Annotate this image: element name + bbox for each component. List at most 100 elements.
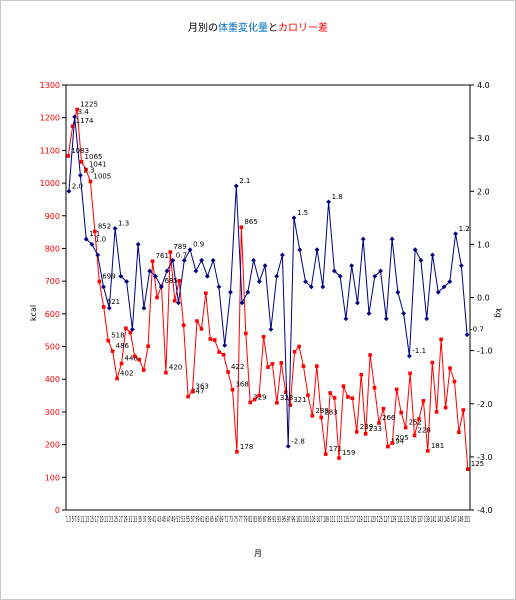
weight-point [464, 332, 470, 338]
calorie-data-label: 266 [382, 414, 396, 422]
calorie-point [235, 450, 239, 454]
calorie-data-label: 125 [471, 460, 484, 468]
calorie-point [457, 430, 461, 434]
calorie-point [248, 400, 253, 405]
calorie-point [252, 397, 257, 402]
weight-point [401, 311, 407, 316]
x-tick-labels: 1 3 5 7 9 11 13 15 17 19 21 23 25 27 29 … [66, 515, 470, 524]
weight-data-label: 0.7 [176, 251, 187, 259]
calorie-point [408, 371, 412, 376]
calorie-data-label: 252 [409, 419, 422, 427]
calorie-data-label: 363 [196, 382, 209, 390]
weight-point [147, 268, 153, 274]
calorie-point [399, 410, 403, 415]
calorie-point [164, 370, 168, 375]
weight-point [164, 268, 170, 274]
weight-point [285, 443, 291, 449]
weight-point [424, 316, 430, 322]
weight-data-label: 1.5 [297, 209, 308, 217]
weight-point [291, 215, 297, 221]
weight-point [274, 273, 280, 279]
calorie-data-label: 402 [120, 370, 133, 378]
axes: 0 100 200 300 400 500 600 700 800 900 1000 1100 1200… [40, 81, 493, 515]
weight-point [337, 273, 343, 279]
calorie-point [70, 124, 75, 128]
weight-point [389, 236, 395, 242]
calorie-point [377, 421, 381, 425]
calorie-point [93, 229, 97, 234]
y-left-tick-label: 600 [45, 310, 60, 319]
title-part1: 体重変化量 [218, 21, 268, 34]
calorie-point [368, 353, 372, 357]
title-joiner: と [268, 22, 278, 34]
calorie-point [88, 179, 93, 184]
y-left-tick-label: 1300 [40, 81, 60, 90]
y-left-tick-label: 1000 [40, 179, 60, 188]
calorie-point [283, 390, 288, 395]
calorie-point [346, 395, 350, 399]
weight-point [118, 273, 124, 279]
calorie-point [199, 327, 204, 331]
calorie-data-label: 347 [191, 388, 204, 396]
calorie-point [141, 368, 146, 372]
weight-point [458, 263, 464, 269]
weight-point [303, 279, 308, 284]
title-prefix: 月別の [188, 22, 218, 34]
calorie-data-label: 685 [164, 277, 177, 285]
calorie-point [394, 387, 399, 392]
weight-point [101, 284, 106, 290]
calorie-point [186, 394, 190, 399]
calorie-point [452, 379, 457, 384]
weight-point [95, 252, 101, 258]
weight-data-label: -0.7 [470, 326, 484, 334]
weight-point [222, 342, 228, 348]
calorie-point [133, 354, 137, 359]
weight-point [331, 268, 337, 274]
y-left-tick-label: 500 [45, 343, 60, 352]
calorie-point [128, 330, 133, 335]
title-part2: カロリー差 [278, 21, 328, 34]
calorie-data-label: 205 [395, 434, 408, 442]
calorie-point [315, 364, 319, 368]
calorie-point [181, 323, 186, 328]
weight-point [245, 289, 251, 295]
calorie-point [461, 408, 466, 412]
calorie-point [448, 366, 452, 370]
calorie-point [97, 279, 102, 284]
y-right-tick-label: 2.0 [477, 187, 490, 196]
weight-data-label: 0.9 [193, 241, 204, 249]
calorie-point [168, 250, 173, 254]
weight-point [153, 273, 158, 279]
weight-data-label: 2.0 [72, 182, 83, 190]
y-left-tick-label: 300 [45, 408, 60, 417]
weight-point [210, 257, 216, 263]
weight-point [106, 305, 112, 311]
calorie-point [150, 259, 155, 264]
weight-point [314, 247, 320, 253]
calorie-point [257, 393, 261, 398]
calorie-point [217, 350, 221, 354]
weight-data-label: 1.0 [95, 235, 106, 243]
y-left-tick-label: 900 [45, 212, 60, 221]
weight-data-label: 1.1 [89, 230, 100, 238]
weight-point [308, 284, 314, 290]
weight-point [124, 279, 129, 284]
x-axis-label: 月 [254, 549, 262, 558]
calorie-point [119, 361, 124, 366]
calorie-point [115, 376, 119, 381]
calorie-point [350, 396, 355, 400]
weight-point [453, 231, 458, 237]
weight-point [141, 305, 147, 311]
y-left-tick-label: 100 [45, 473, 60, 482]
weight-point [418, 257, 424, 263]
calorie-data-label: 368 [235, 381, 248, 389]
calorie-data-label: 518 [111, 332, 124, 340]
calorie-data-label: 178 [240, 443, 253, 451]
calorie-point [79, 160, 84, 164]
weight-data-label: 1.8 [332, 193, 343, 201]
y-right-tick-label: 1.0 [477, 240, 490, 249]
calorie-point [266, 365, 270, 369]
calorie-line [67, 109, 469, 470]
calorie-point [204, 291, 208, 296]
calorie-data-label: 233 [369, 425, 382, 433]
